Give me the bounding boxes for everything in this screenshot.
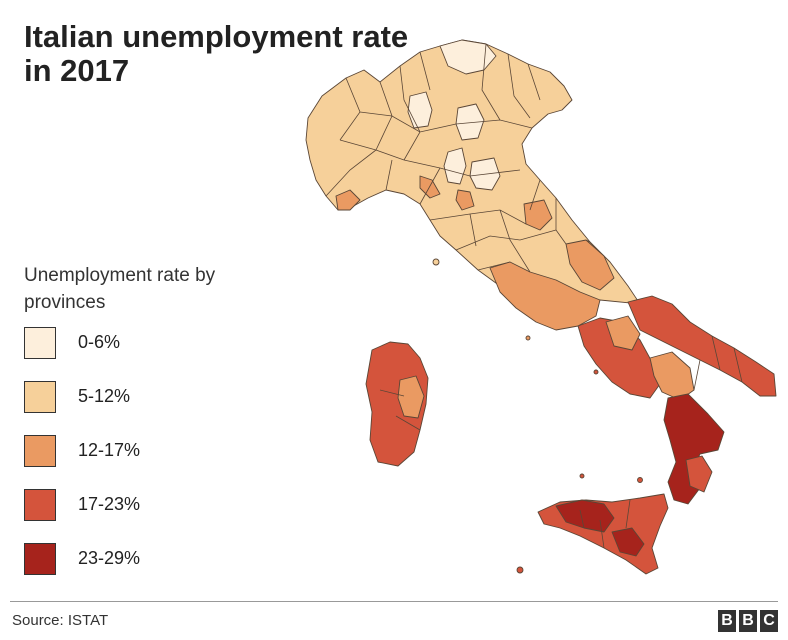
island-elba <box>432 258 440 266</box>
region-puglia <box>627 295 777 397</box>
region-massa <box>419 175 441 199</box>
bbc-logo-block: B <box>718 610 736 632</box>
legend-label: 12-17% <box>78 440 141 460</box>
bbc-logo: B B C <box>718 610 778 632</box>
island-ponza <box>525 335 531 341</box>
island-pantelleria <box>516 566 524 574</box>
region-calabria-south <box>685 455 713 493</box>
legend-label: 23-29% <box>78 548 141 568</box>
region-campania-inland <box>605 315 641 351</box>
footer-divider <box>10 601 778 602</box>
source-note: Source: ISTAT <box>12 612 109 629</box>
legend-label: 0-6% <box>78 332 121 352</box>
region-basilicata <box>649 351 695 401</box>
legend-swatch <box>24 381 56 413</box>
bbc-logo-block: C <box>760 610 778 632</box>
region-sardinia <box>365 341 429 467</box>
legend-swatch <box>24 543 56 575</box>
island-aeolian <box>637 477 643 483</box>
legend-swatch <box>24 489 56 521</box>
region-abruzzo <box>565 239 615 291</box>
legend-swatch <box>24 435 56 467</box>
chart-title: Italian unemployment rate in 2017 <box>24 19 409 88</box>
legend-label: 17-23% <box>78 494 141 514</box>
legend-title: Unemployment rate by provinces <box>24 265 216 313</box>
region-sicily-south <box>611 527 645 557</box>
region-lombardy-east <box>407 91 433 129</box>
region-bolzano <box>439 39 497 75</box>
region-bologna <box>443 147 467 185</box>
island-capri <box>593 369 599 375</box>
region-genoa <box>335 189 361 211</box>
province-borders <box>325 43 743 549</box>
legend-label: 5-12% <box>78 386 131 406</box>
region-sicily-west <box>555 499 615 533</box>
region-sardinia-east <box>397 375 425 419</box>
bbc-logo-block: B <box>739 610 757 632</box>
region-lucca <box>455 189 475 211</box>
legend-swatch <box>24 327 56 359</box>
island-ustica <box>579 473 585 479</box>
